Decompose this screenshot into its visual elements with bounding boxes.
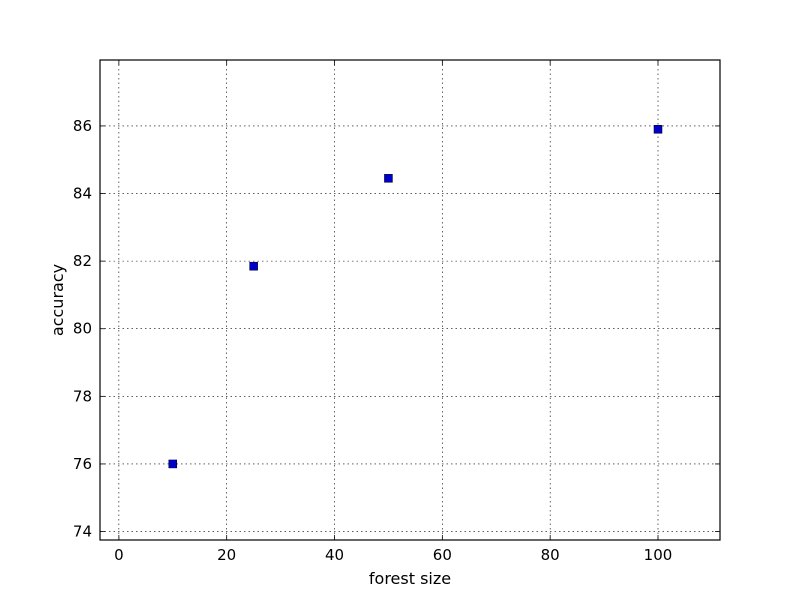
points-layer	[168, 125, 663, 469]
x-tick-label: 40	[325, 546, 344, 564]
y-tick-label: 86	[73, 117, 92, 135]
y-tick-label: 76	[73, 455, 92, 473]
data-point	[168, 459, 178, 469]
y-tick-label: 80	[73, 320, 92, 338]
y-tick-label: 82	[73, 252, 92, 270]
plot-frame	[99, 59, 721, 541]
data-point	[653, 125, 663, 134]
x-tick-label: 20	[217, 546, 236, 564]
x-axis-label: forest size	[369, 569, 451, 588]
data-point	[249, 261, 258, 271]
x-tick-label: 100	[644, 546, 673, 564]
labels-layer: forest size accuracy	[48, 264, 451, 588]
y-tick-label: 74	[73, 523, 92, 541]
ticks-layer: 0 20 40 60 80 100 74 76 78 80 82 84 86	[73, 60, 720, 564]
x-tick-label: 0	[114, 546, 124, 564]
y-tick-label: 78	[73, 387, 92, 405]
y-axis-label: accuracy	[48, 264, 67, 336]
y-tick-label: 84	[73, 185, 92, 203]
x-tick-label: 60	[433, 546, 452, 564]
grid-layer	[100, 60, 720, 540]
x-tick-label: 80	[541, 546, 560, 564]
data-point	[384, 174, 393, 183]
